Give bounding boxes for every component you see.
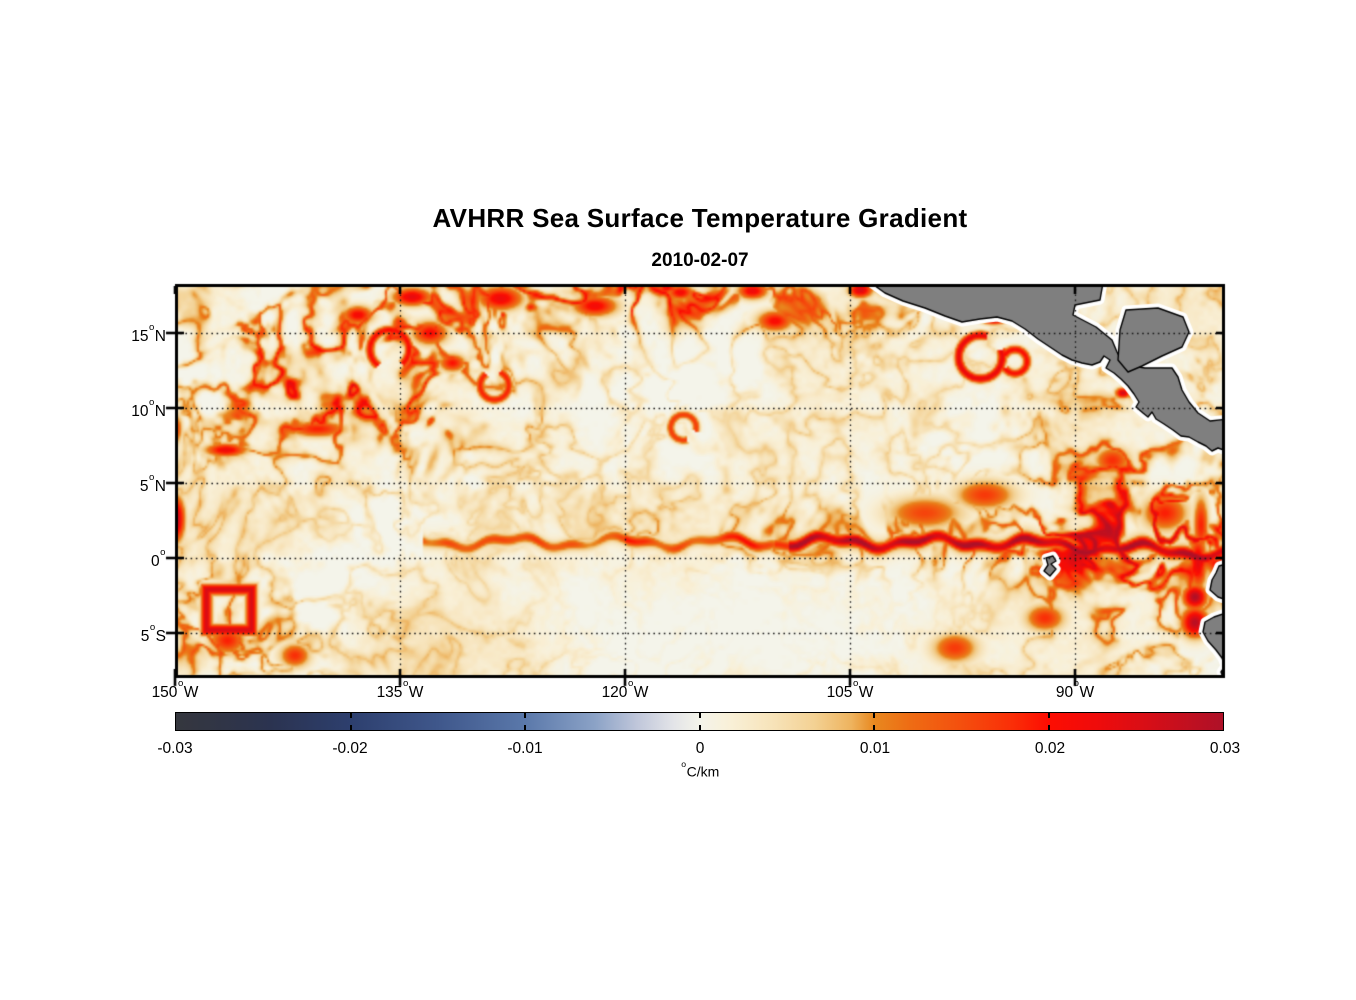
y-tick-label: 5oS — [140, 622, 166, 646]
y-tick-label: 5oN — [139, 472, 166, 496]
colorbar-tick — [1047, 713, 1050, 718]
colorbar-tick — [349, 725, 352, 730]
y-tick-label: 0o — [151, 547, 166, 571]
colorbar-tick-label: 0.03 — [1209, 740, 1241, 757]
colorbar-tick — [698, 713, 701, 718]
plot-date-subtitle: 2010-02-07 — [651, 250, 749, 271]
degree-superscript: o — [681, 758, 687, 769]
colorbar-tick — [873, 713, 875, 718]
plot-title: AVHRR Sea Surface Temperature Gradient — [432, 203, 968, 233]
colorbar-gradient — [176, 713, 1223, 730]
degree-superscript: o — [1073, 678, 1079, 690]
degree-superscript: o — [852, 678, 859, 690]
colorbar-tick-label: 0.02 — [1034, 740, 1066, 757]
colorbar-tick — [524, 725, 526, 730]
y-tick-label: 10oN — [131, 397, 166, 421]
degree-superscript: o — [148, 397, 155, 409]
degree-superscript: o — [177, 678, 184, 690]
colorbar-tick — [698, 725, 701, 730]
colorbar-unit-label: oC/km — [681, 758, 720, 780]
colorbar-tick-label: -0.03 — [157, 740, 193, 757]
x-tick-label: 120oW — [601, 678, 649, 702]
y-tick-label: 15oN — [131, 322, 166, 346]
colorbar-tick-label: 0.01 — [859, 740, 891, 757]
x-tick-label: 135oW — [376, 678, 424, 702]
x-tick-label: 150oW — [151, 678, 199, 702]
x-tick-label: 105oW — [826, 678, 874, 702]
degree-superscript: o — [148, 472, 155, 484]
x-tick-label: 90oW — [1055, 678, 1095, 702]
colorbar-tick — [524, 713, 526, 718]
colorbar-tick — [1047, 725, 1050, 730]
colorbar-tick-label: -0.02 — [332, 740, 368, 757]
colorbar-tick — [349, 713, 352, 718]
degree-superscript: o — [148, 322, 155, 334]
colorbar-tick-label: -0.01 — [507, 740, 543, 757]
colorbar — [175, 712, 1224, 731]
degree-superscript: o — [402, 678, 409, 690]
degree-superscript: o — [627, 678, 634, 690]
degree-superscript: o — [160, 547, 166, 559]
colorbar-tick — [873, 725, 875, 730]
degree-superscript: o — [149, 622, 156, 634]
colorbar-tick-label: 0 — [695, 740, 705, 757]
